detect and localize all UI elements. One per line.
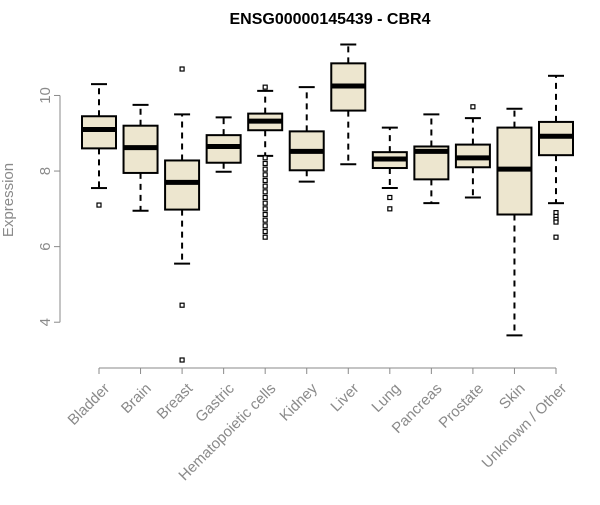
box-lung — [371, 126, 408, 212]
box-liver — [330, 43, 367, 166]
x-tick-label: Lung — [368, 380, 404, 416]
x-tick-label: Brain — [118, 380, 155, 417]
chart-title: ENSG00000145439 - CBR4 — [229, 11, 430, 28]
box-skin — [496, 107, 533, 337]
box-bladder — [81, 83, 117, 208]
outlier-point — [387, 206, 393, 212]
y-tick-label: 4 — [37, 318, 54, 326]
box-iqr — [81, 115, 117, 150]
outlier-point — [553, 219, 559, 225]
outlier-point — [262, 206, 268, 212]
box-prostate — [454, 104, 491, 199]
x-tick-label: Bladder — [65, 380, 114, 429]
y-axis-label: Expression — [0, 163, 17, 237]
box-hematopoietic-cells — [247, 84, 284, 240]
y-axis: 4 6 8 10 — [37, 87, 61, 326]
outlier-point — [470, 104, 476, 110]
outlier-point — [387, 194, 393, 201]
x-tick-label: Liver — [327, 380, 362, 415]
outlier-point — [262, 160, 268, 167]
outlier-point — [262, 223, 268, 229]
box-breast — [164, 66, 201, 363]
x-tick-label: Breast — [154, 380, 197, 423]
outlier-point — [179, 66, 185, 72]
outlier-point — [179, 302, 185, 308]
box-pancreas — [413, 113, 450, 205]
outlier-point — [262, 183, 268, 189]
outlier-point — [262, 84, 268, 90]
x-tick-label: Prostate — [436, 380, 488, 432]
outlier-point — [179, 357, 185, 363]
box-gastric — [205, 116, 242, 173]
outlier-point — [262, 166, 268, 172]
x-tick-label: Kidney — [276, 380, 321, 425]
outlier-point — [262, 172, 268, 178]
x-tick-label: Skin — [496, 380, 529, 413]
box-kidney — [288, 86, 325, 183]
y-tick-label: 8 — [37, 167, 54, 175]
outlier-point — [262, 194, 268, 201]
outlier-point — [262, 177, 268, 184]
box-unknown-other — [538, 74, 574, 240]
outlier-point — [262, 228, 268, 235]
outlier-point — [262, 217, 268, 223]
outlier-point — [96, 202, 102, 208]
outlier-point — [262, 234, 268, 240]
outlier-point — [262, 155, 268, 161]
outlier-point — [553, 234, 559, 240]
outlier-point — [262, 211, 268, 218]
box-iqr — [164, 159, 201, 211]
outlier-point — [262, 189, 268, 195]
y-tick-label: 10 — [37, 87, 54, 104]
boxes-group — [81, 43, 574, 363]
y-tick-label: 6 — [37, 242, 54, 250]
box-brain — [122, 103, 159, 212]
outlier-point — [262, 200, 268, 206]
